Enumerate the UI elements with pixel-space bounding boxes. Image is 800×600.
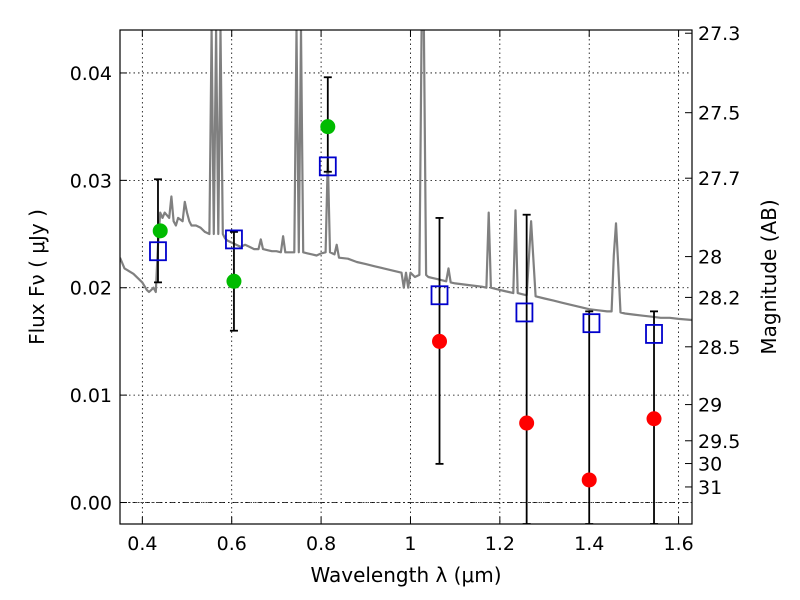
low-significance-point (519, 415, 535, 431)
ticks (120, 30, 692, 524)
x-axis-label: Wavelength λ (μm) (310, 563, 501, 587)
x-tick-label: 0.6 (217, 533, 247, 555)
model-band-square (645, 324, 663, 344)
right-tick-label: 27.7 (698, 168, 740, 190)
model-band-square (149, 241, 167, 262)
detection-point (152, 223, 168, 239)
x-tick-label: 0.4 (127, 533, 157, 555)
y-tick-label: 0.02 (70, 278, 112, 300)
low-significance-point (646, 411, 662, 427)
x-tick-label: 1 (404, 533, 416, 555)
right-tick-label: 28.5 (698, 337, 740, 359)
y-tick-label: 0.01 (70, 385, 112, 407)
plot-frame (119, 29, 693, 525)
y-tick-label: 0.03 (70, 170, 112, 192)
right-tick-label: 28 (698, 247, 722, 269)
low-significance-point (581, 472, 597, 488)
error-bar (522, 213, 531, 524)
right-tick-label: 28.2 (698, 287, 740, 309)
tick-labels: 0.4 0.6 0.8 1 1.2 1.4 1.6 0.00 0.01 0.02 0.03 0.04 2… (70, 23, 741, 555)
x-tick-label: 0.8 (306, 533, 336, 555)
detection-point (320, 119, 336, 135)
model-sed-line (120, 30, 692, 322)
error-bar (585, 310, 594, 524)
model-band-square (225, 229, 243, 250)
x-tick-label: 1.2 (485, 533, 515, 555)
model-band-square (582, 313, 601, 334)
right-tick-label: 30 (698, 454, 722, 476)
plot-area (120, 30, 692, 524)
x-tick-label: 1.4 (574, 533, 604, 555)
right-tick-label: 27.5 (698, 103, 740, 125)
model-band-square (515, 302, 534, 323)
right-tick-label: 27.3 (698, 23, 740, 45)
low-significance-point (432, 333, 448, 349)
right-tick-label: 29.5 (698, 431, 740, 453)
right-tick-label: 29 (698, 395, 722, 417)
y-axis-label: Flux Fν ( μJy ) (25, 209, 49, 345)
model-band-square (318, 156, 337, 177)
y-tick-label: 0.00 (70, 493, 112, 515)
x-tick-label: 1.6 (663, 533, 693, 555)
detection-point (226, 273, 242, 289)
y-tick-label: 0.04 (70, 63, 112, 85)
y-axis-right-label: Magnitude (AB) (757, 199, 781, 354)
model-band-square (430, 285, 449, 306)
right-tick-label: 31 (698, 477, 722, 499)
